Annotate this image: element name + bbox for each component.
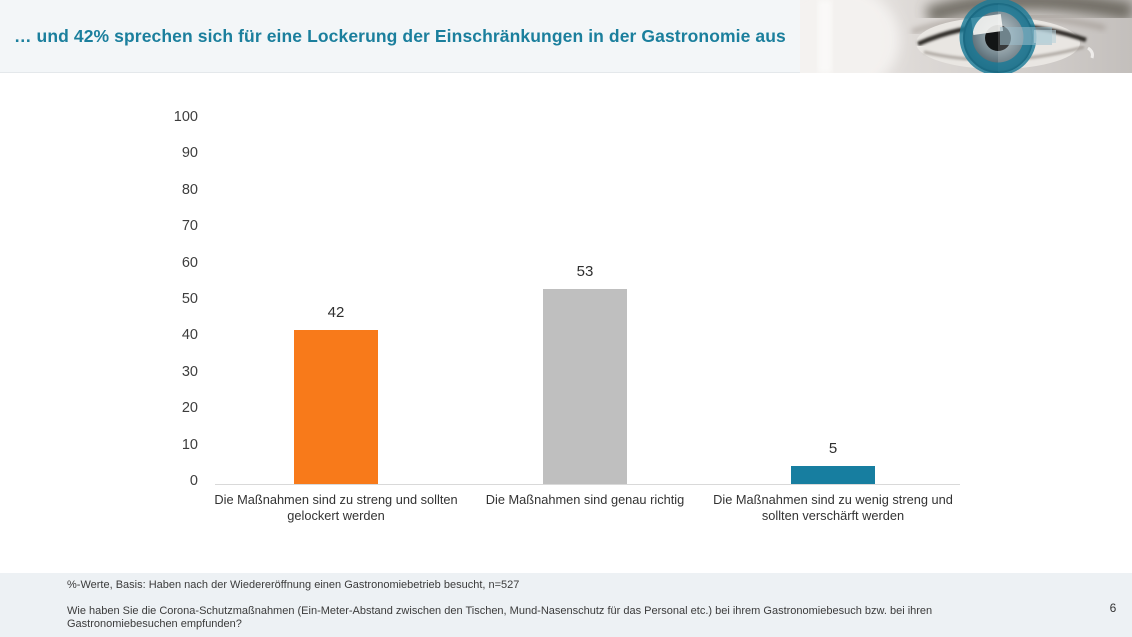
bar — [294, 330, 378, 484]
y-axis-tick-label: 30 — [181, 363, 198, 380]
bar-value-label: 5 — [828, 440, 838, 457]
eye-logo-icon — [800, 0, 1132, 73]
slide-footer: %-Werte, Basis: Haben nach der Wiedererö… — [0, 573, 1132, 637]
bar — [543, 289, 627, 484]
category-label: Die Maßnahmen sind zu wenig streng und s… — [713, 492, 953, 523]
company-logo-eye-photo — [800, 0, 1132, 73]
x-axis-line — [215, 484, 960, 485]
y-axis-tick-label: 10 — [181, 436, 198, 453]
category-label: Die Maßnahmen sind zu streng und sollten… — [214, 492, 458, 523]
y-axis-tick-label: 90 — [181, 145, 198, 162]
page-number: 6 — [1109, 601, 1117, 615]
bar-value-label: 53 — [576, 263, 594, 280]
y-axis-tick-label: 0 — [189, 473, 198, 489]
bar-value-label: 42 — [327, 304, 345, 321]
question-note: Wie haben Sie die Corona-Schutzmaßnahmen… — [67, 604, 933, 631]
bar — [791, 466, 875, 484]
slide-header: … und 42% sprechen sich für eine Lockeru… — [0, 0, 1132, 73]
y-axis-tick-label: 80 — [181, 181, 198, 198]
category-label: Die Maßnahmen sind genau richtig — [485, 492, 685, 507]
y-axis-tick-label: 40 — [181, 327, 198, 344]
basis-note: %-Werte, Basis: Haben nach der Wiedererö… — [67, 579, 520, 591]
y-axis-tick-label: 100 — [173, 109, 198, 125]
slide-title: … und 42% sprechen sich für eine Lockeru… — [14, 25, 786, 46]
y-axis-tick-label: 60 — [181, 254, 198, 271]
y-axis-tick-label: 70 — [181, 218, 198, 235]
y-axis-tick-label: 50 — [181, 291, 198, 307]
y-axis-tick-label: 20 — [181, 400, 198, 417]
